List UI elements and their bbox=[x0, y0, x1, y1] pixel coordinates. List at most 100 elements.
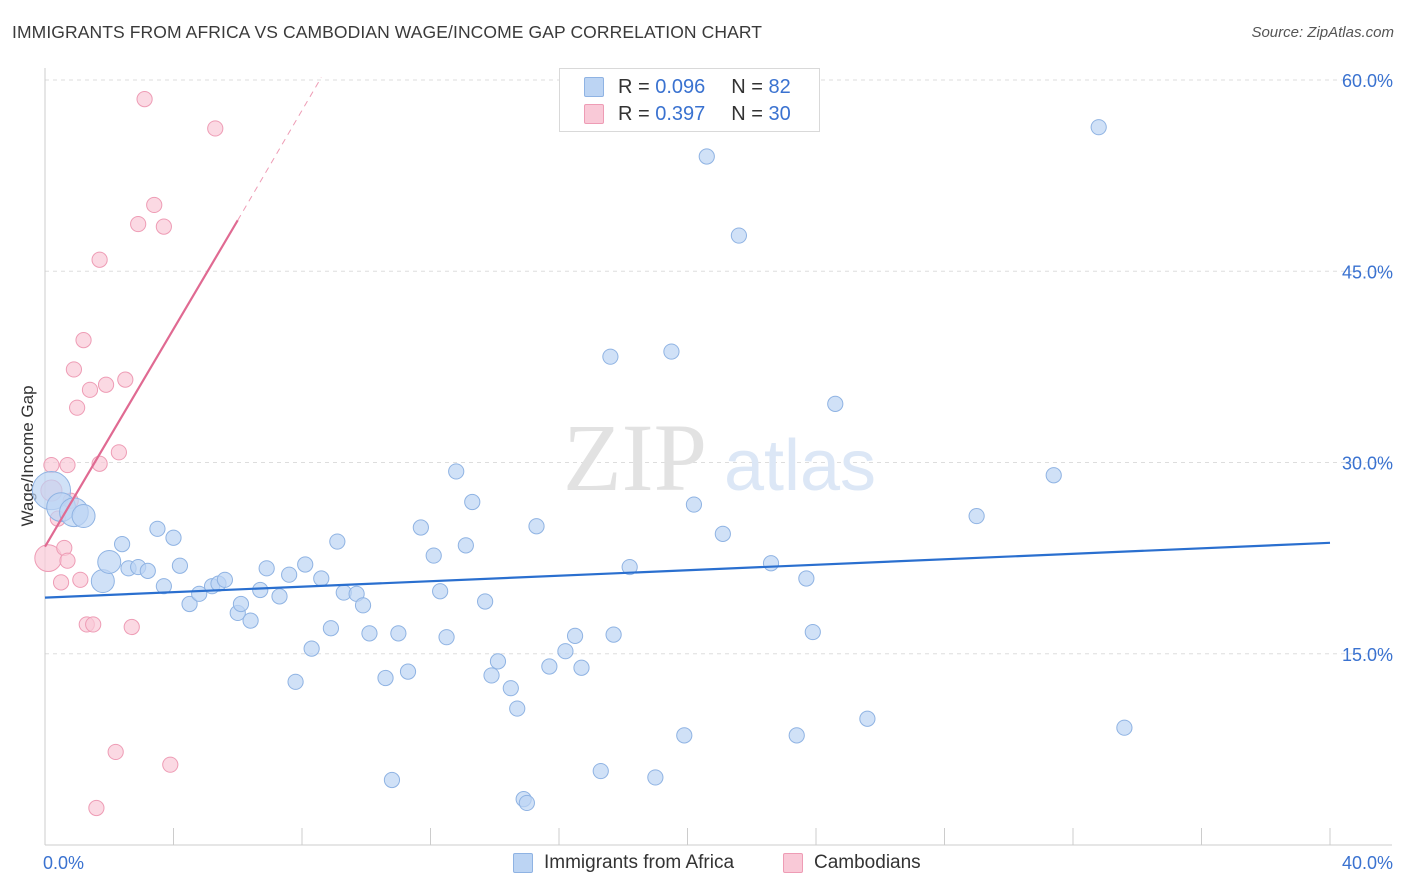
data-point bbox=[1116, 719, 1133, 736]
pink-swatch bbox=[584, 104, 604, 124]
data-point bbox=[714, 525, 731, 543]
blue-swatch bbox=[513, 853, 533, 873]
data-point bbox=[271, 588, 288, 605]
data-point bbox=[110, 444, 127, 461]
data-point bbox=[1090, 119, 1107, 136]
data-point bbox=[399, 663, 417, 680]
data-point bbox=[788, 727, 805, 744]
data-point bbox=[313, 570, 330, 587]
watermark-atlas: atlas bbox=[724, 426, 876, 506]
data-point bbox=[647, 769, 664, 786]
cambodians-points bbox=[34, 91, 224, 817]
watermark: ZIP atlas bbox=[563, 404, 876, 511]
chart-title: IMMIGRANTS FROM AFRICA VS CAMBODIAN WAGE… bbox=[12, 22, 763, 42]
legend-immigrants-from-africa: Immigrants from Africa bbox=[513, 852, 734, 874]
legend-row-cambodians: R = 0.397 N = 30 bbox=[584, 101, 791, 127]
data-point bbox=[71, 504, 96, 529]
data-point bbox=[165, 529, 182, 546]
data-point bbox=[258, 560, 275, 577]
data-point bbox=[216, 571, 233, 588]
data-point bbox=[59, 456, 76, 474]
data-point bbox=[489, 653, 507, 670]
correlation-legend: R = 0.096 N = 82 R = 0.397 N = 30 bbox=[559, 68, 820, 132]
data-point bbox=[232, 595, 250, 613]
data-point bbox=[483, 667, 500, 684]
data-point bbox=[804, 623, 821, 641]
data-point bbox=[107, 743, 124, 761]
data-point bbox=[602, 348, 619, 365]
data-point bbox=[155, 218, 172, 235]
data-point bbox=[43, 456, 60, 474]
data-point bbox=[432, 583, 449, 600]
tick-labels: 15.0% 30.0% 45.0% 60.0% 0.0% 40.0% bbox=[43, 71, 1393, 873]
data-point bbox=[139, 562, 156, 579]
data-point bbox=[81, 381, 99, 398]
n-value: 82 bbox=[768, 75, 791, 98]
data-point bbox=[390, 625, 407, 642]
data-point bbox=[798, 570, 815, 587]
data-point bbox=[361, 625, 378, 642]
data-point bbox=[59, 552, 76, 569]
data-point bbox=[322, 620, 340, 637]
y-tick-label: 45.0% bbox=[1342, 262, 1393, 282]
gridlines bbox=[45, 79, 1392, 655]
data-point bbox=[136, 91, 153, 108]
data-point bbox=[663, 343, 680, 360]
data-point bbox=[297, 556, 314, 573]
data-point bbox=[477, 593, 494, 610]
data-point bbox=[541, 658, 558, 675]
data-point bbox=[509, 700, 526, 717]
data-point bbox=[65, 361, 83, 378]
data-point bbox=[171, 557, 189, 574]
data-point bbox=[448, 463, 465, 480]
data-point bbox=[88, 799, 105, 817]
data-point bbox=[354, 597, 372, 614]
cambodians-trendline-extension bbox=[237, 77, 322, 221]
blue-swatch bbox=[584, 77, 604, 97]
data-point bbox=[528, 518, 545, 535]
r-value: 0.096 bbox=[655, 75, 706, 98]
r-label: R = bbox=[618, 102, 650, 125]
n-label: N = bbox=[731, 102, 763, 125]
data-point bbox=[621, 558, 638, 576]
y-tick-label: 60.0% bbox=[1342, 71, 1393, 91]
data-point bbox=[968, 507, 985, 525]
data-point bbox=[377, 669, 394, 687]
data-point bbox=[123, 618, 140, 636]
data-point bbox=[566, 627, 584, 645]
data-point bbox=[207, 120, 224, 137]
data-point bbox=[438, 629, 455, 646]
r-value: 0.397 bbox=[655, 102, 706, 125]
n-value: 30 bbox=[768, 102, 791, 125]
data-point bbox=[383, 771, 401, 789]
r-label: R = bbox=[618, 75, 650, 98]
data-point bbox=[69, 399, 86, 416]
trendlines bbox=[44, 77, 1331, 599]
legend-cambodians: Cambodians bbox=[783, 852, 921, 874]
data-point bbox=[730, 227, 748, 244]
data-point bbox=[287, 673, 304, 690]
data-point bbox=[149, 520, 166, 537]
data-point bbox=[97, 549, 122, 574]
data-point bbox=[85, 616, 102, 633]
data-point bbox=[117, 371, 134, 388]
data-point bbox=[573, 659, 590, 676]
data-point bbox=[762, 555, 780, 572]
data-point bbox=[859, 710, 876, 727]
legend-label: Immigrants from Africa bbox=[544, 852, 735, 873]
n-label: N = bbox=[731, 75, 763, 98]
x-tick-label: 0.0% bbox=[43, 853, 84, 873]
data-point bbox=[464, 493, 481, 511]
legend-label: Cambodians bbox=[814, 852, 921, 873]
immigrants-trendline bbox=[44, 541, 1331, 599]
data-point bbox=[412, 519, 429, 536]
data-point bbox=[698, 148, 715, 165]
data-point bbox=[605, 626, 622, 643]
data-point bbox=[676, 727, 693, 744]
data-point bbox=[75, 332, 92, 349]
data-point bbox=[114, 536, 131, 553]
data-point bbox=[827, 395, 844, 412]
legend-row-immigrants-from-africa: R = 0.096 N = 82 bbox=[584, 74, 791, 100]
data-point bbox=[91, 251, 108, 268]
